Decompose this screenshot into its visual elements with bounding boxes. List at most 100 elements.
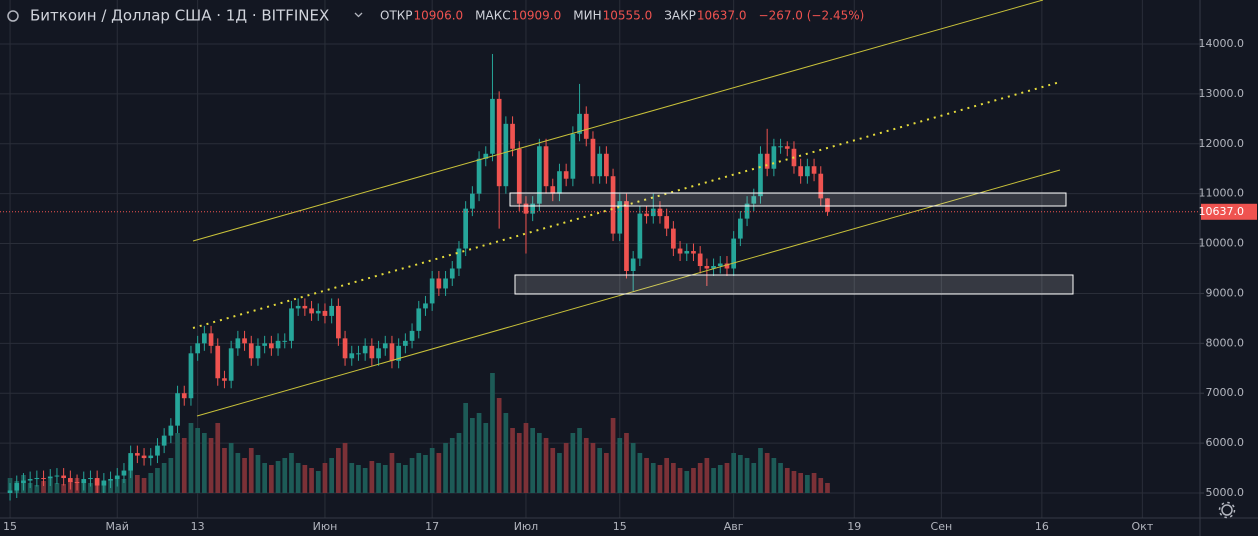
volume-bar bbox=[624, 433, 629, 493]
candle-body bbox=[711, 266, 716, 269]
x-tick-label: 13 bbox=[191, 520, 205, 533]
candle-body bbox=[349, 353, 355, 359]
candle-body bbox=[684, 251, 690, 254]
candle-body bbox=[577, 113, 582, 134]
candle-body bbox=[155, 445, 160, 456]
candle-body bbox=[262, 343, 268, 346]
last-price-badge bbox=[1201, 203, 1257, 220]
candle-body bbox=[181, 393, 187, 399]
candle-body bbox=[336, 305, 341, 339]
candle-body bbox=[21, 480, 26, 484]
volume-bar bbox=[443, 443, 448, 493]
volume-bar bbox=[604, 453, 609, 493]
volume-bar bbox=[597, 448, 603, 493]
volume-bar bbox=[329, 458, 335, 493]
candle-body bbox=[456, 248, 462, 269]
x-tick-label: Сен bbox=[931, 520, 953, 533]
volume-bar bbox=[222, 448, 227, 493]
volume-bar bbox=[34, 485, 40, 493]
ohlc-label: ОТКР bbox=[380, 9, 413, 23]
candle-body bbox=[691, 251, 696, 254]
volume-bar bbox=[181, 438, 187, 493]
volume-bar bbox=[577, 428, 582, 493]
candle-body bbox=[637, 213, 643, 259]
volume-bar bbox=[510, 428, 515, 493]
candle-body bbox=[329, 305, 335, 316]
volume-bar bbox=[61, 484, 66, 493]
volume-bar bbox=[356, 465, 361, 493]
candle-body bbox=[818, 173, 824, 199]
volume-bar bbox=[202, 433, 207, 493]
candle-body bbox=[523, 203, 529, 214]
candle-body bbox=[449, 268, 455, 279]
volume-bar bbox=[382, 465, 388, 493]
candle-body bbox=[738, 218, 743, 239]
volume-bar bbox=[215, 423, 221, 493]
y-tick-label: 13000.0 bbox=[1199, 87, 1245, 100]
candle-body bbox=[403, 340, 408, 346]
volume-bar bbox=[289, 453, 294, 493]
ohlc-value: 10637.0 bbox=[697, 9, 747, 23]
candle-body bbox=[315, 310, 321, 314]
candle-body bbox=[34, 478, 40, 480]
settings-icon[interactable] bbox=[1218, 501, 1236, 519]
candle-body bbox=[235, 338, 241, 349]
volume-bar bbox=[657, 465, 663, 493]
gear-teeth bbox=[1218, 501, 1236, 519]
candle-body bbox=[27, 479, 33, 481]
volume-bar bbox=[557, 453, 562, 493]
volume-bar bbox=[416, 453, 422, 493]
volume-bar bbox=[262, 463, 268, 493]
x-tick-label: Авг bbox=[724, 520, 744, 533]
candle-body bbox=[121, 470, 127, 476]
candle-body bbox=[369, 345, 375, 359]
volume-bar bbox=[590, 443, 596, 493]
volume-bar bbox=[537, 433, 542, 493]
x-tick-label: Июл bbox=[514, 520, 539, 533]
candle-body bbox=[108, 479, 113, 481]
volume-bar bbox=[309, 468, 314, 493]
candle-body bbox=[778, 146, 783, 148]
candle-body bbox=[135, 453, 140, 456]
grid bbox=[0, 0, 1200, 518]
volume-bar bbox=[336, 448, 341, 493]
candle-body bbox=[389, 343, 395, 361]
candle-body bbox=[610, 176, 616, 234]
candle-body bbox=[114, 475, 120, 480]
volume-bar bbox=[436, 453, 442, 493]
ohlc-label: МИН bbox=[573, 9, 601, 23]
candle-body bbox=[161, 435, 167, 446]
candle-body bbox=[228, 348, 234, 381]
ohlc-value: 10909.0 bbox=[512, 9, 562, 23]
candle-body bbox=[664, 216, 670, 229]
y-tick-label: 5000.0 bbox=[1206, 486, 1245, 499]
volume-bar bbox=[550, 448, 556, 493]
volume-bar bbox=[470, 418, 475, 493]
volume-bar bbox=[369, 461, 375, 493]
symbol-dropdown[interactable] bbox=[354, 12, 363, 18]
candle-body bbox=[510, 123, 515, 149]
candle-body bbox=[255, 345, 261, 359]
candle-body bbox=[570, 133, 576, 179]
volume-bar bbox=[376, 463, 381, 493]
volume-bar bbox=[282, 458, 288, 493]
volume-bar bbox=[704, 458, 710, 493]
candle-body bbox=[208, 333, 214, 346]
y-tick-label: 8000.0 bbox=[1206, 336, 1245, 349]
candle-body bbox=[624, 201, 629, 271]
candle-body bbox=[731, 238, 737, 269]
volume-bar bbox=[248, 448, 254, 493]
candle-body bbox=[168, 425, 174, 436]
candle-body bbox=[550, 186, 556, 194]
candle-body bbox=[717, 263, 723, 267]
x-tick-label: Окт bbox=[1132, 520, 1154, 533]
candle-body bbox=[14, 483, 20, 491]
candle-body bbox=[81, 479, 87, 484]
candle-body bbox=[88, 478, 93, 480]
y-tick-label: 7000.0 bbox=[1206, 386, 1245, 399]
candle-body bbox=[101, 480, 107, 486]
volume-bar bbox=[315, 471, 321, 493]
